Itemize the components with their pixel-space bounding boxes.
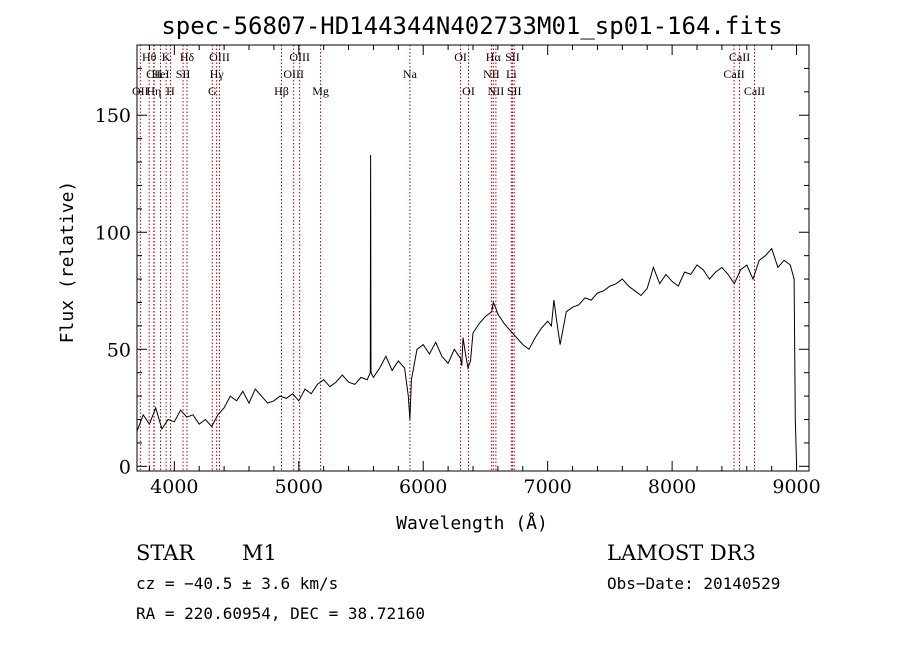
y-tick-label: 100 [95, 222, 131, 244]
object-type: STAR [136, 541, 195, 565]
spectral-line-label: CaII [729, 50, 750, 64]
spectral-line-label: H [166, 84, 175, 98]
y-axis-ticks: 0 50 100 150 [95, 67, 809, 478]
spectral-line-label: CaII [744, 84, 765, 98]
spectral-line-label: HeI [152, 67, 170, 81]
survey-name: LAMOST DR3 [607, 541, 756, 565]
spectral-line-label: OI [454, 50, 467, 64]
spectral-line-label: Hα [486, 50, 502, 64]
coordinates-readout: RA = 220.60954, DEC = 38.72160 [136, 604, 425, 623]
x-tick-label: 5000 [275, 476, 323, 498]
spectral-line-label: SII [176, 67, 191, 81]
spectral-line-label: G [208, 84, 217, 98]
x-axis-label: Wavelength (Å) [396, 512, 548, 534]
spectral-lines-layer [139, 45, 755, 471]
spectral-line-label: Hη [146, 84, 161, 98]
x-axis-ticks: 4000 5000 6000 7000 8000 9000 [148, 45, 821, 498]
spectral-line-label: OII [132, 84, 149, 98]
obs-date: Obs−Date: 20140529 [607, 574, 780, 593]
spectral-line-label: Hδ [180, 50, 195, 64]
spectral-line-label: NII [488, 84, 505, 98]
chart-title: spec-56807-HD144344N402733M01_sp01-164.f… [161, 12, 782, 40]
spectral-line-label: K [162, 50, 171, 64]
spectral-line-label: NII [483, 67, 500, 81]
y-tick-label: 0 [119, 456, 131, 478]
x-tick-label: 6000 [399, 476, 447, 498]
redshift-readout: cz = −40.5 ± 3.6 km/s [136, 574, 338, 593]
spectral-line-label: CII [146, 67, 162, 81]
spectral-line-label: Hβ [274, 84, 289, 98]
y-tick-label: 150 [95, 105, 131, 127]
spectrum-line [136, 154, 798, 467]
spectral-line-label: Mg [312, 84, 329, 98]
spectrum-layer [136, 154, 798, 467]
x-tick-label: 4000 [150, 476, 198, 498]
spectral-line-label: CaII [723, 67, 744, 81]
spectral-line-label: OIII [289, 50, 310, 64]
spectral-line-label: Hθ [142, 50, 157, 64]
x-tick-label: 9000 [772, 476, 820, 498]
spectral-line-label: Li [506, 67, 517, 81]
plot-frame [136, 44, 810, 472]
x-tick-label: 7000 [523, 476, 571, 498]
spectral-subclass: M1 [242, 541, 277, 565]
spectral-line-label: OI [462, 84, 475, 98]
x-tick-label: 8000 [648, 476, 696, 498]
spectral-line-label: SII [507, 84, 522, 98]
spectral-line-label: OIII [209, 50, 230, 64]
y-axis-label: Flux (relative) [57, 181, 78, 344]
spectral-line-label: OIII [283, 67, 304, 81]
spectral-line-label: Na [403, 67, 418, 81]
spectral-line-label: Hγ [210, 67, 225, 81]
y-tick-label: 50 [107, 339, 131, 361]
spectral-line-label: SII [505, 50, 520, 64]
